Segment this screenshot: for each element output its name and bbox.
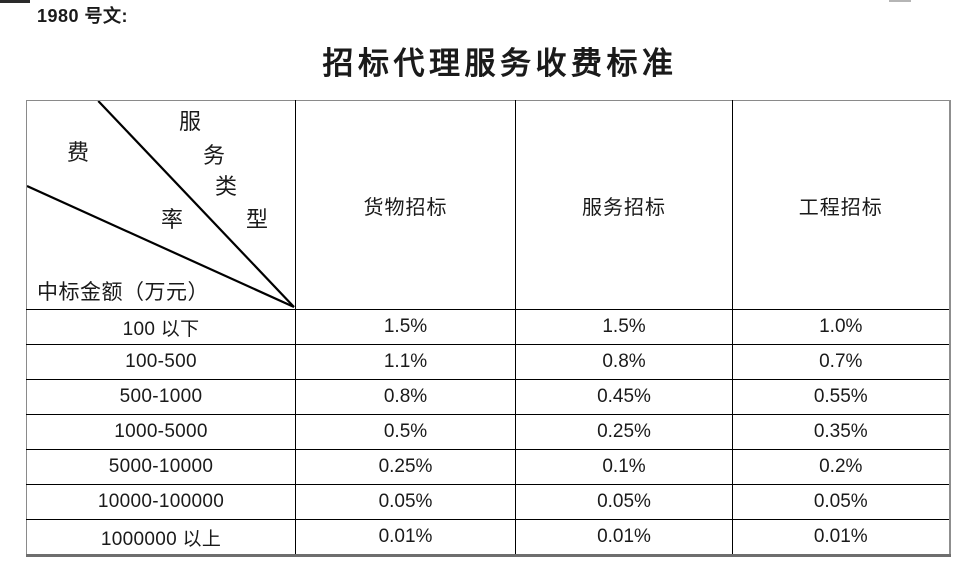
rate-cell-service: 0.05% (515, 484, 733, 520)
rate-cell-service: 0.01% (515, 519, 733, 557)
table-row: 100 以下 1.5% 1.5% 1.0% (26, 309, 951, 345)
doc-reference: 1980 号文: (37, 6, 129, 26)
table-row: 1000-5000 0.5% 0.25% 0.35% (26, 414, 951, 450)
rate-cell-service: 0.25% (515, 414, 733, 450)
table-row: 500-1000 0.8% 0.45% 0.55% (26, 379, 951, 415)
rate-cell-service: 0.45% (515, 379, 733, 415)
rate-cell-goods: 1.5% (295, 309, 516, 345)
screen-edge-artifact-left (0, 0, 30, 3)
table-row: 10000-100000 0.05% 0.05% 0.05% (26, 484, 951, 520)
rate-cell-goods: 1.1% (295, 344, 516, 380)
table-row: 5000-10000 0.25% 0.1% 0.2% (26, 449, 951, 485)
corner-rate-char: 率 (161, 207, 184, 232)
header-row: 服 务 类 型 费 率 中标金额（万元） 货物招标 服务招标 工程招标 (26, 100, 951, 310)
rate-cell-works: 0.05% (732, 484, 951, 520)
rate-cell-service: 0.8% (515, 344, 733, 380)
amount-range-cell: 100 以下 (26, 309, 296, 345)
rate-cell-works: 0.01% (732, 519, 951, 557)
rate-cell-goods: 0.05% (295, 484, 516, 520)
corner-rate-char: 费 (67, 140, 90, 165)
rate-cell-works: 0.55% (732, 379, 951, 415)
page-title: 招标代理服务收费标准 (322, 46, 678, 81)
amount-range-cell: 10000-100000 (26, 484, 296, 520)
fee-table: 服 务 类 型 费 率 中标金额（万元） 货物招标 服务招标 工程招标 100 … (26, 100, 951, 557)
rate-cell-works: 0.2% (732, 449, 951, 485)
rate-cell-service: 0.1% (515, 449, 733, 485)
corner-service-type-char: 务 (203, 143, 226, 168)
amount-range-cell: 100-500 (26, 344, 296, 380)
amount-range-cell: 5000-10000 (26, 449, 296, 485)
rate-cell-goods: 0.01% (295, 519, 516, 557)
corner-service-type-char: 型 (246, 207, 269, 232)
amount-range-cell: 500-1000 (26, 379, 296, 415)
corner-service-type-char: 服 (179, 109, 202, 134)
rate-cell-goods: 0.25% (295, 449, 516, 485)
amount-range-cell: 1000-5000 (26, 414, 296, 450)
rate-cell-service: 1.5% (515, 309, 733, 345)
screen-edge-artifact-right (889, 0, 911, 2)
column-header-service: 服务招标 (515, 100, 733, 310)
diagonal-header-cell: 服 务 类 型 费 率 中标金额（万元） (26, 100, 296, 310)
corner-service-type-char: 类 (215, 174, 238, 199)
amount-range-cell: 1000000 以上 (26, 519, 296, 557)
table-row: 1000000 以上 0.01% 0.01% 0.01% (26, 519, 951, 557)
rate-cell-goods: 0.5% (295, 414, 516, 450)
diagonal-divider-lines-icon (27, 101, 295, 309)
rate-cell-works: 1.0% (732, 309, 951, 345)
corner-amount-label: 中标金额（万元） (37, 280, 209, 304)
diagonal-header-box: 服 务 类 型 费 率 中标金额（万元） (27, 101, 295, 309)
table-row: 100-500 1.1% 0.8% 0.7% (26, 344, 951, 380)
column-header-goods: 货物招标 (295, 100, 516, 310)
rate-cell-works: 0.7% (732, 344, 951, 380)
column-header-works: 工程招标 (732, 100, 951, 310)
rate-cell-goods: 0.8% (295, 379, 516, 415)
rate-cell-works: 0.35% (732, 414, 951, 450)
